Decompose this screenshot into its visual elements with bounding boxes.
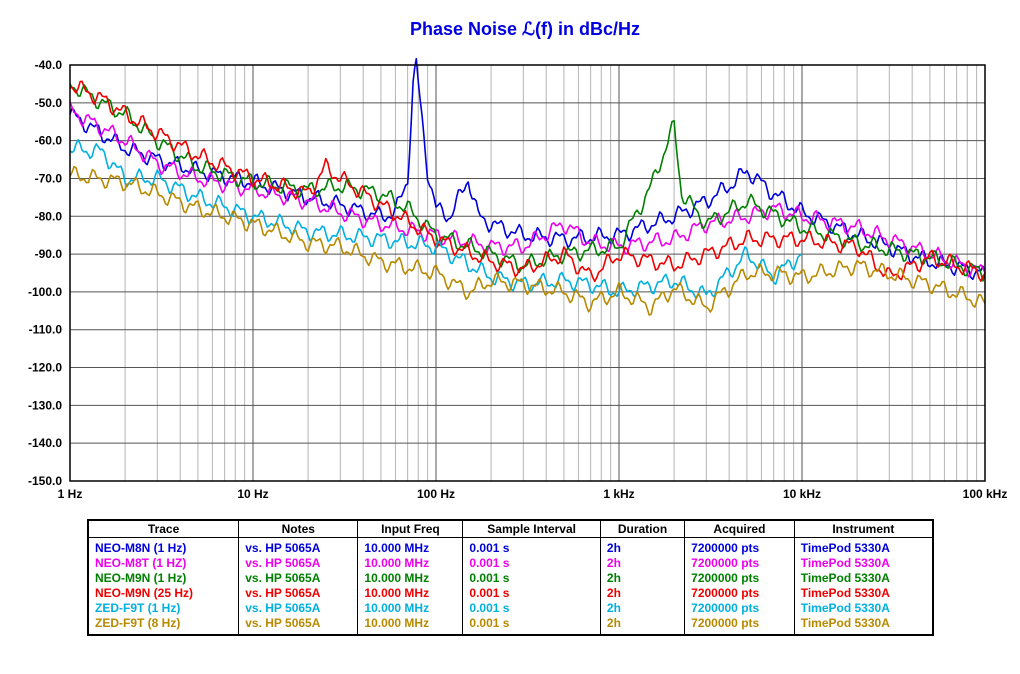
cell-acquired: 7200000 pts: [684, 556, 795, 571]
table-row: NEO-M8T (1 HZ) vs. HP 5065A 10.000 MHz 0.00…: [87, 556, 934, 571]
cell-notes: vs. HP 5065A: [238, 571, 359, 586]
col-header-trace: Trace: [87, 520, 240, 538]
cell-instrument: TimePod 5330A: [793, 537, 934, 556]
cell-sample-interval: 0.001 s: [462, 616, 601, 635]
phase-noise-chart: Phase Noise ℒ(f) in dBc/Hz -40.0 -50.0 -60…: [28, 19, 1008, 501]
cell-input-freq: 10.000 MHz: [357, 537, 464, 556]
y-tick-label: -100.0: [28, 285, 62, 299]
x-tick-label: 100 kHz: [963, 487, 1008, 501]
table-row: ZED-F9T (1 Hz) vs. HP 5065A 10.000 MHz 0.00…: [87, 601, 934, 616]
cell-instrument: TimePod 5330A: [793, 616, 934, 635]
x-tick-label: 10 kHz: [783, 487, 821, 501]
y-tick-label: -90.0: [35, 247, 63, 261]
cell-input-freq: 10.000 MHz: [357, 571, 464, 586]
cell-duration: 2h: [599, 571, 686, 586]
cell-acquired: 7200000 pts: [684, 601, 795, 616]
series-line-0: [69, 57, 986, 281]
cell-instrument: TimePod 5330A: [793, 571, 934, 586]
cell-input-freq: 10.000 MHz: [357, 601, 464, 616]
cell-notes: vs. HP 5065A: [238, 616, 359, 635]
cell-instrument: TimePod 5330A: [793, 556, 934, 571]
cell-acquired: 7200000 pts: [684, 586, 795, 601]
x-tick-label: 10 Hz: [237, 487, 268, 501]
series-line-5: [69, 165, 986, 316]
series-line-2: [69, 83, 986, 282]
cell-instrument: TimePod 5330A: [793, 586, 934, 601]
cell-sample-interval: 0.001 s: [462, 556, 601, 571]
cell-instrument: TimePod 5330A: [793, 601, 934, 616]
table-row: NEO-M9N (25 Hz) vs. HP 5065A 10.000 MHz 0.0…: [87, 586, 934, 601]
plot-frame: [69, 64, 986, 482]
y-tick-label: -120.0: [28, 361, 62, 375]
x-tick-label: 100 Hz: [417, 487, 455, 501]
x-tick-label: 1 Hz: [58, 487, 83, 501]
y-tick-label: -80.0: [35, 209, 63, 223]
trace-legend-table: Trace Notes Input Freq Sample Interval D…: [87, 519, 934, 636]
cell-notes: vs. HP 5065A: [238, 601, 359, 616]
cell-trace: ZED-F9T (1 Hz): [87, 601, 240, 616]
table-row: NEO-M8N (1 Hz) vs. HP 5065A 10.000 MHz 0.00…: [87, 537, 934, 556]
y-tick-label: -110.0: [29, 323, 63, 337]
table-row: NEO-M9N (1 Hz) vs. HP 5065A 10.000 MHz 0.00…: [87, 571, 934, 586]
cell-duration: 2h: [599, 586, 686, 601]
y-tick-label: -130.0: [28, 398, 62, 412]
y-axis-ticks: -40.0 -50.0 -60.0 -70.0 -80.0 -90.0 -100.0 -110…: [28, 58, 62, 488]
cell-trace: ZED-F9T (8 Hz): [87, 616, 240, 635]
chart-title: Phase Noise ℒ(f) in dBc/Hz: [410, 19, 640, 39]
cell-input-freq: 10.000 MHz: [357, 586, 464, 601]
cell-acquired: 7200000 pts: [684, 571, 795, 586]
y-tick-label: -60.0: [35, 134, 63, 148]
y-tick-label: -140.0: [28, 436, 62, 450]
series-line-1: [69, 101, 986, 278]
series-line-3: [69, 80, 986, 283]
plot-background: [70, 65, 985, 481]
y-tick-label: -150.0: [28, 474, 62, 488]
cell-duration: 2h: [599, 616, 686, 635]
cell-sample-interval: 0.001 s: [462, 601, 601, 616]
cell-duration: 2h: [599, 556, 686, 571]
col-header-duration: Duration: [599, 520, 686, 538]
cell-input-freq: 10.000 MHz: [357, 616, 464, 635]
table-header-row: Trace Notes Input Freq Sample Interval D…: [87, 520, 934, 538]
series-layer: [69, 57, 986, 316]
col-header-instrument: Instrument: [793, 520, 934, 538]
cell-notes: vs. HP 5065A: [238, 537, 359, 556]
cell-acquired: 7200000 pts: [684, 537, 795, 556]
y-tick-label: -70.0: [35, 171, 63, 185]
cell-acquired: 7200000 pts: [684, 616, 795, 635]
y-tick-label: -40.0: [35, 58, 63, 72]
x-tick-label: 1 kHz: [603, 487, 634, 501]
col-header-acquired: Acquired: [684, 520, 795, 538]
table-row: ZED-F9T (8 Hz) vs. HP 5065A 10.000 MHz 0.00…: [87, 616, 934, 635]
cell-trace: NEO-M8N (1 Hz): [87, 537, 240, 556]
col-header-input-freq: Input Freq: [357, 520, 464, 538]
cell-duration: 2h: [599, 537, 686, 556]
cell-trace: NEO-M8T (1 HZ): [87, 556, 240, 571]
cell-input-freq: 10.000 MHz: [357, 556, 464, 571]
plot-grid: [69, 64, 986, 482]
cell-sample-interval: 0.001 s: [462, 571, 601, 586]
col-header-notes: Notes: [238, 520, 359, 538]
col-header-sample-interval: Sample Interval: [462, 520, 601, 538]
cell-notes: vs. HP 5065A: [238, 586, 359, 601]
cell-sample-interval: 0.001 s: [462, 586, 601, 601]
cell-duration: 2h: [599, 601, 686, 616]
cell-trace: NEO-M9N (25 Hz): [87, 586, 240, 601]
cell-trace: NEO-M9N (1 Hz): [87, 571, 240, 586]
x-axis-ticks: 1 Hz 10 Hz 100 Hz 1 kHz 10 kHz 100 kHz: [58, 487, 1008, 501]
cell-notes: vs. HP 5065A: [238, 556, 359, 571]
y-tick-label: -50.0: [35, 96, 63, 110]
cell-sample-interval: 0.001 s: [462, 537, 601, 556]
